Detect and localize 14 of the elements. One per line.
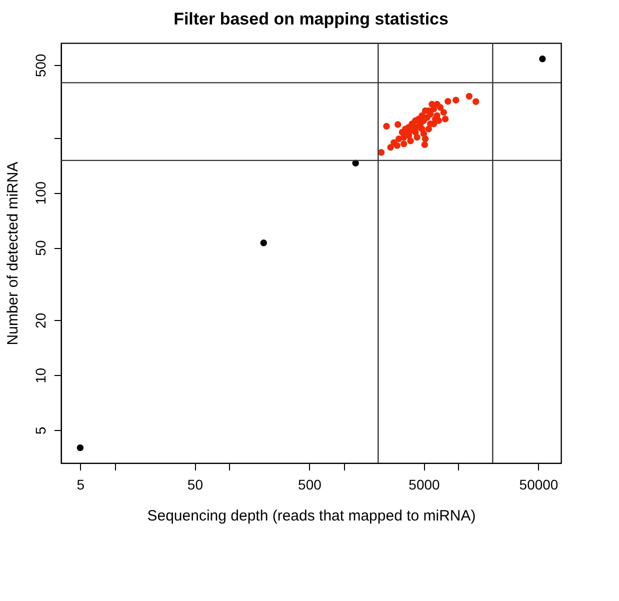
y-tick-label: 5 xyxy=(32,426,48,434)
y-tick-label: 10 xyxy=(32,368,48,384)
chart-title: Filter based on mapping statistics xyxy=(174,9,448,28)
y-tick-label: 50 xyxy=(32,240,48,256)
x-tick-label: 5 xyxy=(76,476,85,492)
x-axis-title: Sequencing depth (reads that mapped to miRNA) xyxy=(147,508,476,524)
x-tick-label: 500 xyxy=(298,476,322,492)
x-tick-label: 5000 xyxy=(408,476,440,492)
x-tick-label: 50 xyxy=(187,476,204,492)
y-tick-label: 20 xyxy=(32,312,48,328)
y-axis-title: Number of detected miRNA xyxy=(4,162,22,346)
y-tick-label: 100 xyxy=(32,181,48,205)
x-tick-label: 50000 xyxy=(519,476,558,492)
y-tick-label: 500 xyxy=(32,54,48,78)
